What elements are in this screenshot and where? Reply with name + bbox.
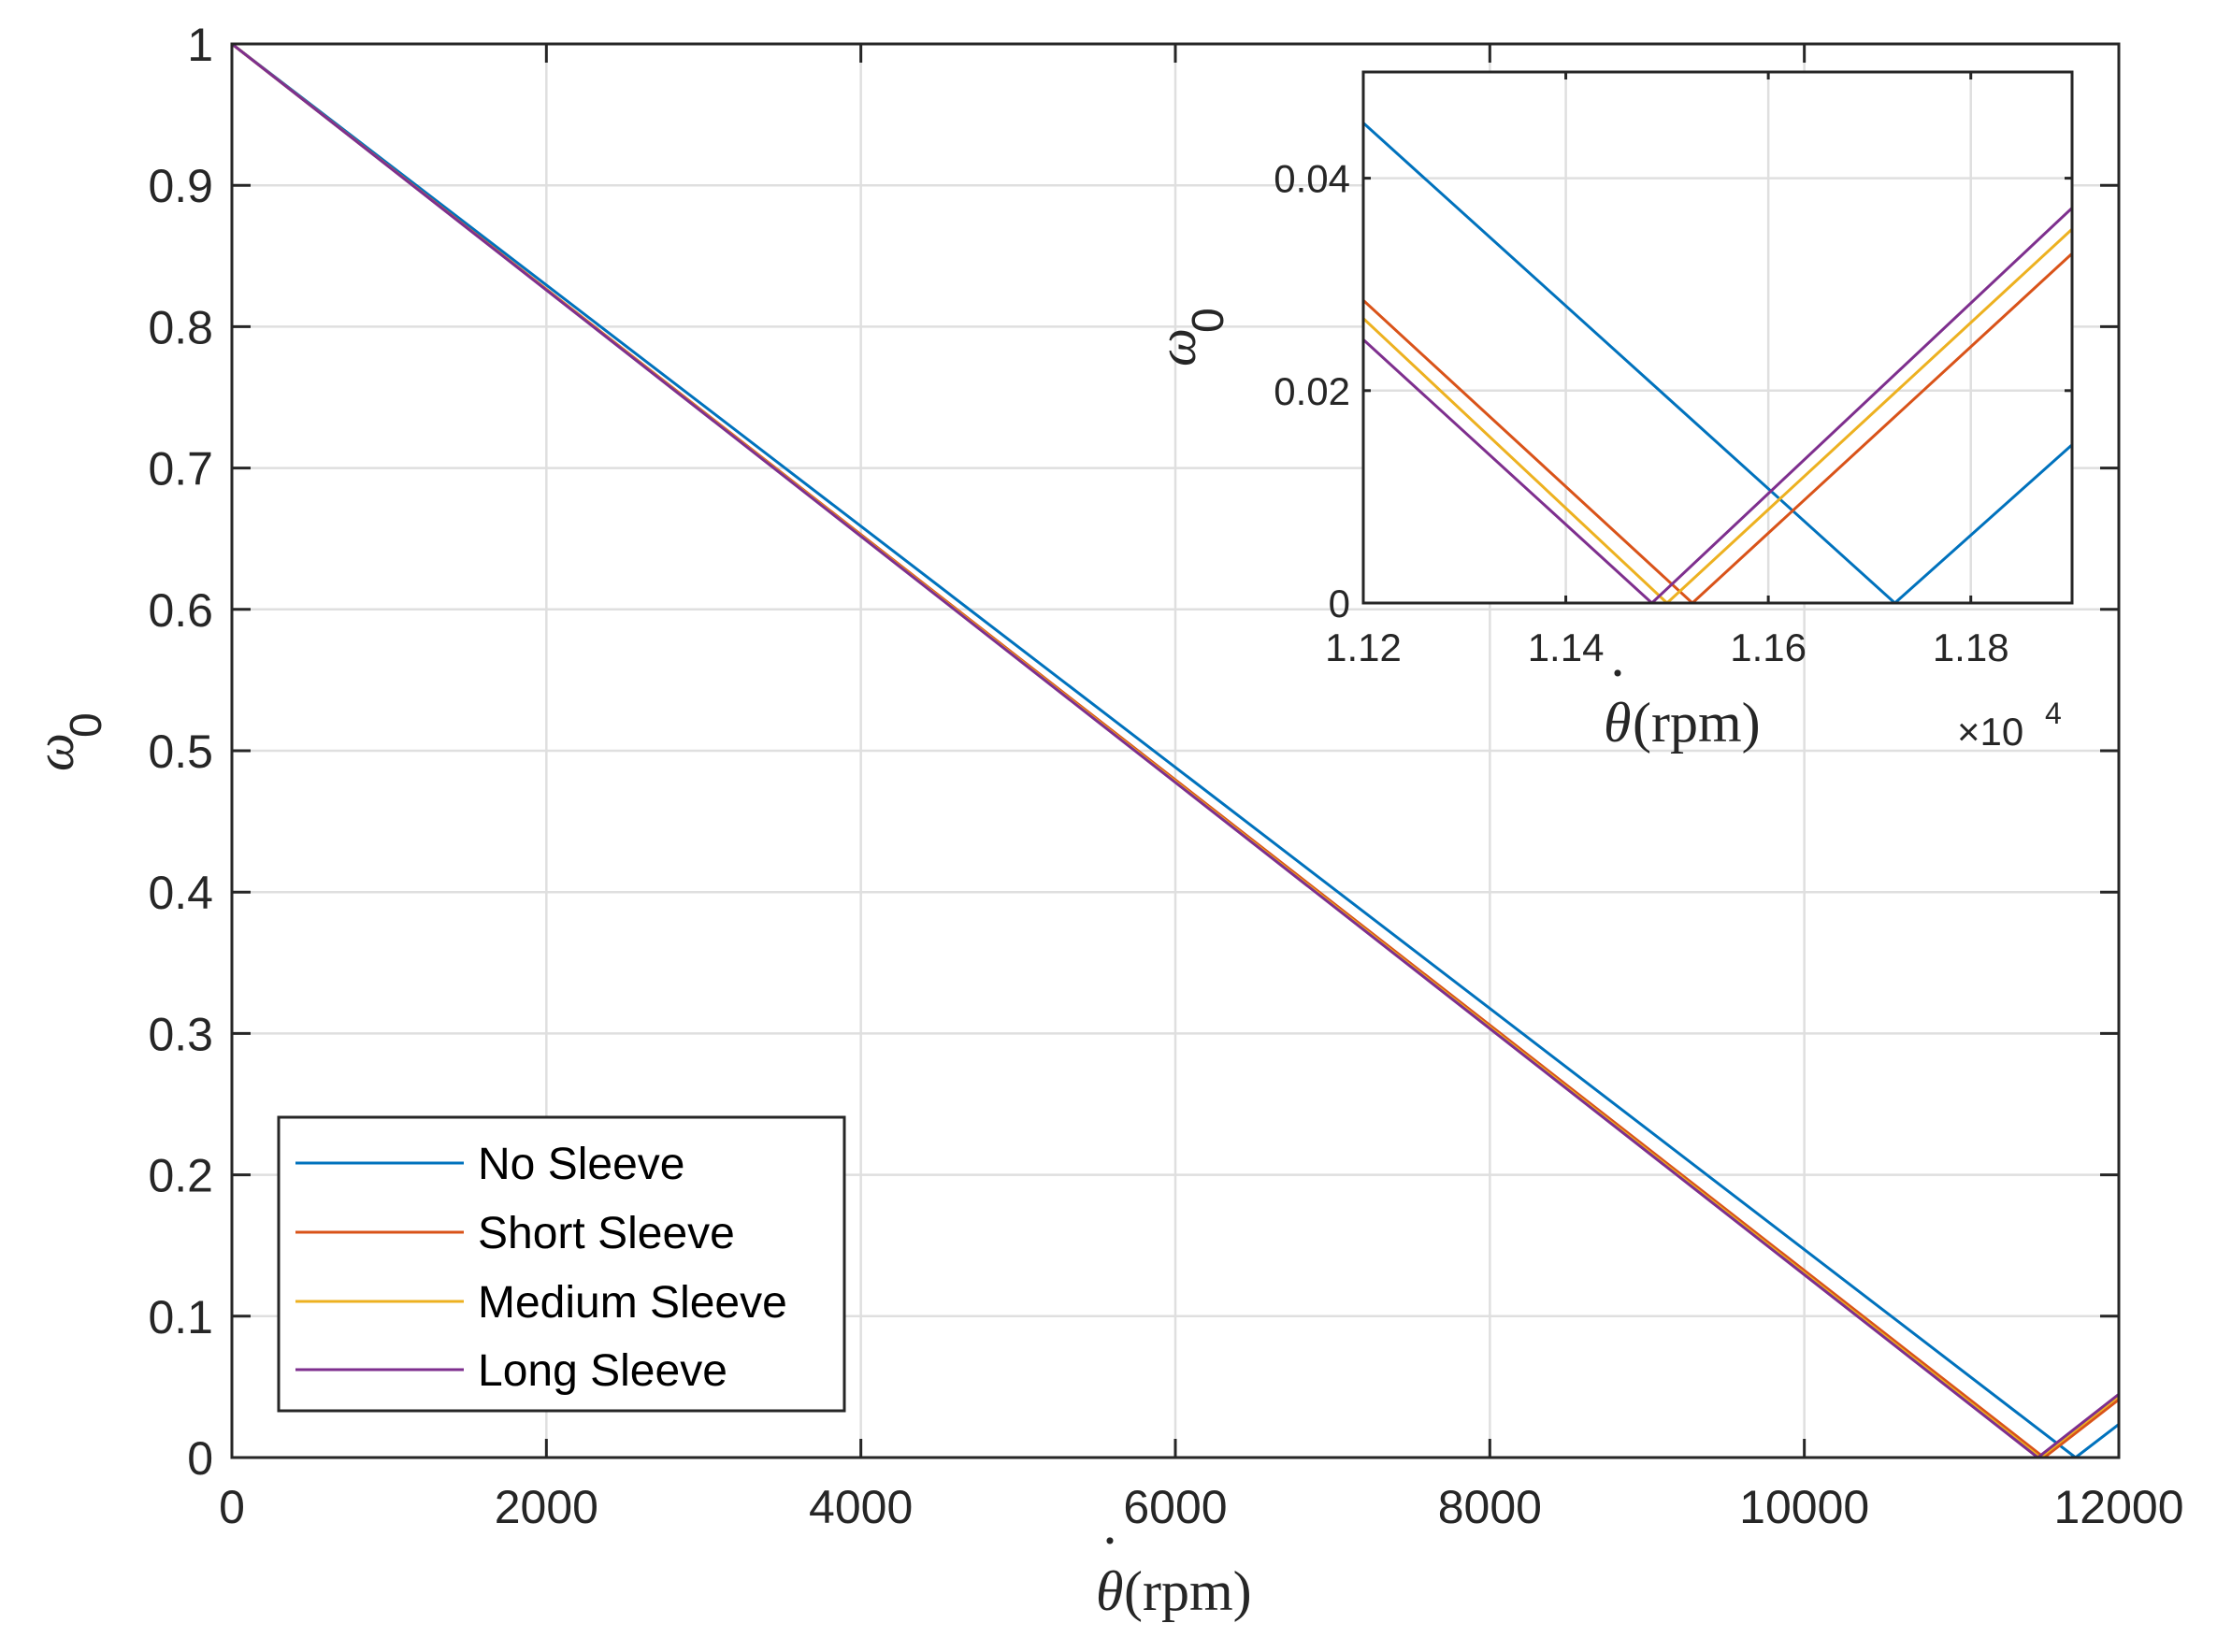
inset-ylabel-subscript: 0 xyxy=(1184,308,1233,333)
main-y-tick-label: 0 xyxy=(187,1432,213,1485)
inset-x-tick-label: 1.12 xyxy=(1325,625,1402,669)
inset-y-axis-label: ω 0 xyxy=(1146,308,1233,366)
main-x-axis-label: θ · (rpm) xyxy=(1096,1510,1252,1622)
main-tick-labels: 0 2000 4000 6000 8000 10000 12000 0 0.1 0.2 0.3 0.4… xyxy=(148,19,2183,1533)
main-y-tick-label: 0.5 xyxy=(148,725,213,778)
inset-y-tick-label: 0.02 xyxy=(1274,369,1350,413)
inset-ylabel-symbol: ω xyxy=(1146,328,1207,366)
main-y-tick-label: 0.3 xyxy=(148,1008,213,1060)
inset-chart: 1.12 1.14 1.16 1.18 0 0.02 0.04 θ · (rpm) ×10 … xyxy=(1146,70,2074,754)
inset-xlabel-units: (rpm) xyxy=(1633,692,1761,754)
inset-xlabel-symbol: θ xyxy=(1604,692,1631,754)
main-xlabel-dot: · xyxy=(1101,1510,1119,1572)
main-x-tick-label: 2000 xyxy=(495,1481,598,1533)
inset-y-tick-label: 0.04 xyxy=(1274,157,1350,201)
legend-label-long-sleeve: Long Sleeve xyxy=(478,1346,727,1396)
main-series-no-sleeve xyxy=(232,44,2119,1458)
main-series-lines xyxy=(232,44,2119,1458)
legend-label-short-sleeve: Short Sleeve xyxy=(478,1209,735,1258)
main-x-tick-label: 10000 xyxy=(1739,1481,1869,1533)
main-y-tick-label: 0.8 xyxy=(148,301,213,353)
main-xlabel-units: (rpm) xyxy=(1124,1560,1252,1622)
inset-xlabel-dot: · xyxy=(1608,642,1627,704)
inset-x-exponent: ×10 4 xyxy=(1957,697,2062,754)
inset-x-axis-label: θ · (rpm) xyxy=(1604,642,1761,754)
main-ylabel-subscript: 0 xyxy=(62,712,111,738)
inset-exponent-power: 4 xyxy=(2045,697,2062,730)
legend-item: Long Sleeve xyxy=(295,1346,727,1396)
inset-y-tick-label: 0 xyxy=(1329,582,1350,625)
inset-series-short-sleeve xyxy=(1363,252,2072,603)
main-x-tick-label: 4000 xyxy=(809,1481,913,1533)
main-ylabel-symbol: ω xyxy=(24,733,85,771)
legend-item: Short Sleeve xyxy=(295,1209,735,1258)
inset-x-tick-label: 1.14 xyxy=(1528,625,1605,669)
main-y-tick-label: 0.1 xyxy=(148,1291,213,1343)
main-y-tick-label: 0.6 xyxy=(148,584,213,637)
inset-exponent-base: ×10 xyxy=(1957,710,2023,754)
main-y-tick-label: 0.4 xyxy=(148,867,213,919)
inset-x-tick-label: 1.18 xyxy=(1933,625,2009,669)
main-y-tick-label: 0.9 xyxy=(148,160,213,212)
inset-plot-area xyxy=(1363,72,2072,603)
main-series-long-sleeve xyxy=(232,44,2119,1458)
main-x-tick-label: 6000 xyxy=(1123,1481,1227,1533)
legend-label-no-sleeve: No Sleeve xyxy=(478,1140,684,1189)
main-y-axis-label: ω 0 xyxy=(24,712,111,771)
inset-axes-box xyxy=(1361,70,2074,605)
main-x-tick-label: 12000 xyxy=(2053,1481,2183,1533)
inset-series-medium-sleeve xyxy=(1363,228,2072,603)
legend-item: No Sleeve xyxy=(295,1140,684,1189)
inset-x-tick-label: 1.16 xyxy=(1730,625,1807,669)
main-y-tick-label: 0.2 xyxy=(148,1150,213,1202)
legend-box xyxy=(277,1115,846,1413)
inset-series-long-sleeve xyxy=(1363,207,2072,603)
inset-tick-labels: 1.12 1.14 1.16 1.18 0 0.02 0.04 xyxy=(1274,157,2008,669)
inset-series-no-sleeve xyxy=(1363,122,2072,603)
legend: No Sleeve Short Sleeve Medium Sleeve Lon… xyxy=(277,1115,846,1413)
main-x-tick-label: 0 xyxy=(219,1481,245,1533)
main-y-tick-label: 0.7 xyxy=(148,443,213,496)
main-xlabel-symbol: θ xyxy=(1096,1560,1123,1622)
inset-series-lines xyxy=(1363,122,2072,603)
legend-item: Medium Sleeve xyxy=(295,1278,787,1328)
main-y-tick-label: 1 xyxy=(187,19,213,71)
main-x-tick-label: 8000 xyxy=(1438,1481,1542,1533)
main-tick-marks xyxy=(230,42,2121,1459)
inset-tick-marks xyxy=(1361,72,2072,605)
legend-label-medium-sleeve: Medium Sleeve xyxy=(478,1278,787,1328)
